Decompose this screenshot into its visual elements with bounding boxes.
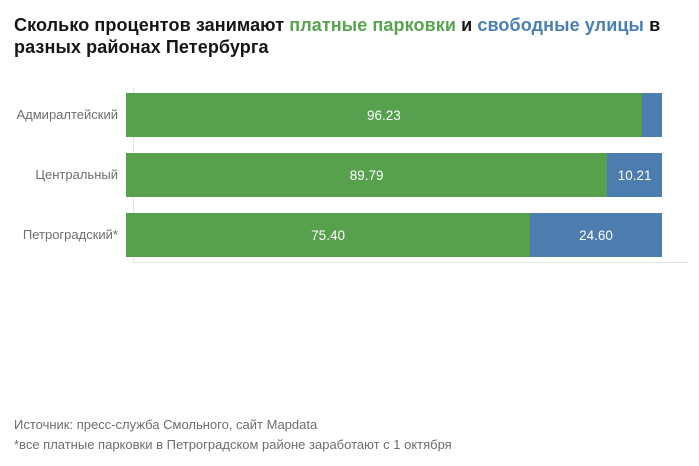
title-text-line2: разных районах Петербурга bbox=[14, 37, 269, 57]
chart-row-admiralteysky: Адмиралтейский 96.23 bbox=[0, 93, 662, 137]
bar-segment-paid: 75.40 bbox=[126, 213, 531, 257]
stacked-bar-chart: Адмиралтейский 96.23 Центральный 89.79 1… bbox=[0, 87, 699, 263]
category-label: Адмиралтейский bbox=[16, 107, 118, 122]
chart-row-tsentralny: Центральный 89.79 10.21 bbox=[0, 153, 662, 197]
chart-row-petrogradsky: Петроградский* 75.40 24.60 bbox=[0, 213, 662, 257]
paid-value-label: 96.23 bbox=[366, 107, 401, 123]
bar-segment-paid: 96.23 bbox=[126, 93, 642, 137]
source-note: Источник: пресс-служба Смольного, сайт M… bbox=[14, 417, 318, 432]
paid-value-label: 89.79 bbox=[349, 167, 384, 183]
bar-track: 75.40 24.60 bbox=[126, 213, 662, 257]
bar-segment-paid: 89.79 bbox=[126, 153, 608, 197]
title-text-plain: Сколько процентов занимают bbox=[14, 15, 290, 35]
title-legend-free-streets: свободные улицы bbox=[477, 15, 644, 35]
bar-segment-free bbox=[641, 93, 662, 137]
chart-title: Сколько процентов занимают платные парко… bbox=[14, 14, 694, 58]
category-label: Центральный bbox=[35, 167, 118, 182]
free-value-label: 24.60 bbox=[579, 227, 613, 243]
paid-value-label: 75.40 bbox=[311, 227, 345, 243]
title-text-and: и bbox=[456, 15, 478, 35]
chart-footer: Источник: пресс-служба Смольного, сайт M… bbox=[14, 415, 694, 455]
title-legend-paid-parking: платные парковки bbox=[289, 15, 457, 35]
category-label: Петроградский* bbox=[22, 227, 118, 242]
title-text-in: в bbox=[644, 15, 661, 35]
bar-segment-free: 24.60 bbox=[530, 213, 662, 257]
free-value-label: 10.21 bbox=[617, 167, 652, 183]
bar-track: 89.79 10.21 bbox=[126, 153, 662, 197]
footnote: *все платные парковки в Петроградском ра… bbox=[14, 437, 452, 452]
bar-track: 96.23 bbox=[126, 93, 662, 137]
x-axis-line bbox=[133, 262, 688, 263]
bar-segment-free: 10.21 bbox=[607, 153, 662, 197]
